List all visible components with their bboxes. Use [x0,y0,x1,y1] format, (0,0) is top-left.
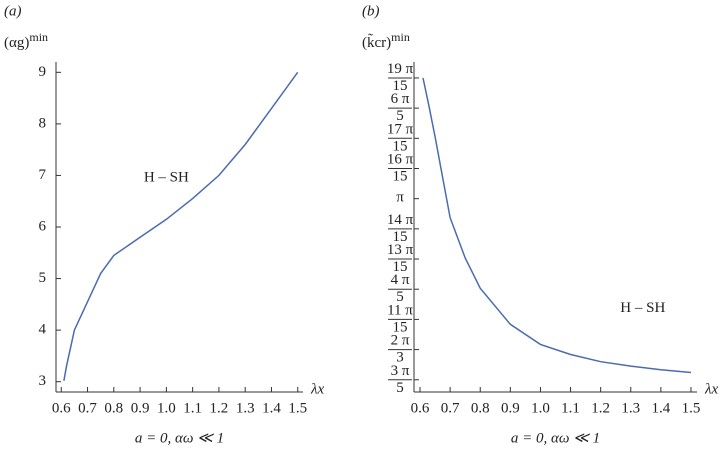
y-tick-label: 19 π 15 [387,61,414,94]
y-tick-label: 14 π 15 [387,212,414,245]
y-tick-label: 3 [39,373,47,389]
x-tick-label: 1.2 [591,400,610,416]
y-axis-label: (k̃cr)min [362,30,410,52]
tick-denominator: 5 [396,109,404,125]
x-tick-label: 1.5 [682,400,701,416]
x-tick-label: 1.1 [183,400,202,416]
y-tick-label: 16 π 15 [387,152,414,185]
tick-numerator: 3 π [391,363,410,379]
x-note: a = 0, αω ≪ 1 [511,430,600,446]
y-axis-label: (αg)min [4,30,48,52]
y-tick-label: 11 π 15 [387,303,413,336]
y-tick-label: 9 [39,64,47,80]
tick-denominator: 15 [393,78,408,94]
panel: (a) (αg)min 3 4 5 6 7 8 9 0.6 0.7 0.8 0.9 1.0 1.1 1.2 1.… [4,3,324,446]
x-tick-label: 1.2 [210,400,229,416]
y-tick-label: 4 [39,322,47,338]
line [63,71,299,381]
tick-denominator: 15 [393,229,408,245]
x-tick-label: 1.0 [157,400,176,416]
annotation: H – SH [144,169,189,185]
x-tick-label: 1.3 [236,400,255,416]
x-tick-label: 0.9 [501,400,520,416]
x-tick-label: 1.4 [651,400,670,416]
x-tick-label: 0.6 [411,400,430,416]
tick-numerator: 17 π [387,122,414,138]
y-tick-label: 6 [39,218,47,234]
tick-numerator: 6 π [391,92,410,108]
y-tick-label: 8 [39,115,47,131]
tick-denominator: 15 [393,169,408,185]
x-tick-label: 1.1 [561,400,580,416]
x-tick-label: 0.9 [131,400,150,416]
x-tick-label: 1.0 [531,400,550,416]
y-tick-label: 17 π 15 [387,122,414,155]
y-tick-label: π [396,190,404,206]
tick-numerator: 13 π [387,242,414,258]
x-tick-label: 1.5 [288,400,307,416]
x-axis-label: λx [704,381,718,397]
tick-denominator: 5 [396,380,404,396]
panel-label: (a) [4,3,22,19]
y-axis-label-main: (k̃cr) [362,34,391,52]
x-tick-label: 0.6 [52,400,71,416]
tick-numerator: π [396,190,404,206]
y-axis-label-sup: min [391,30,410,44]
x-tick-label: 0.8 [104,400,123,416]
tick-numerator: 16 π [387,152,414,168]
x-tick-label: 0.7 [78,400,97,416]
tick-numerator: 4 π [391,273,410,289]
x-tick-label: 0.7 [441,400,460,416]
tick-denominator: 5 [396,290,404,306]
x-tick-label: 0.8 [471,400,490,416]
y-axis-label-main: (αg) [4,35,29,51]
x-tick-label: 1.3 [621,400,640,416]
tick-numerator: 11 π [387,303,413,319]
y-axis-label-sup: min [29,30,48,44]
y-tick-label: 7 [39,167,47,183]
y-tick-label: 5 [39,270,47,286]
tick-denominator: 3 [396,350,404,366]
tick-denominator: 15 [393,139,408,155]
tick-numerator: 14 π [387,212,414,228]
tick-denominator: 15 [393,320,408,336]
tick-numerator: 2 π [391,333,410,349]
annotation: H – SH [620,300,665,316]
tick-denominator: 15 [393,259,408,275]
panel-label: (b) [362,3,380,19]
line [422,77,692,374]
x-axis-label: λx [310,381,324,397]
x-tick-label: 1.4 [262,400,281,416]
y-tick-label: 13 π 15 [387,242,414,275]
x-note: a = 0, αω ≪ 1 [135,430,224,446]
tick-numerator: 19 π [387,61,414,77]
